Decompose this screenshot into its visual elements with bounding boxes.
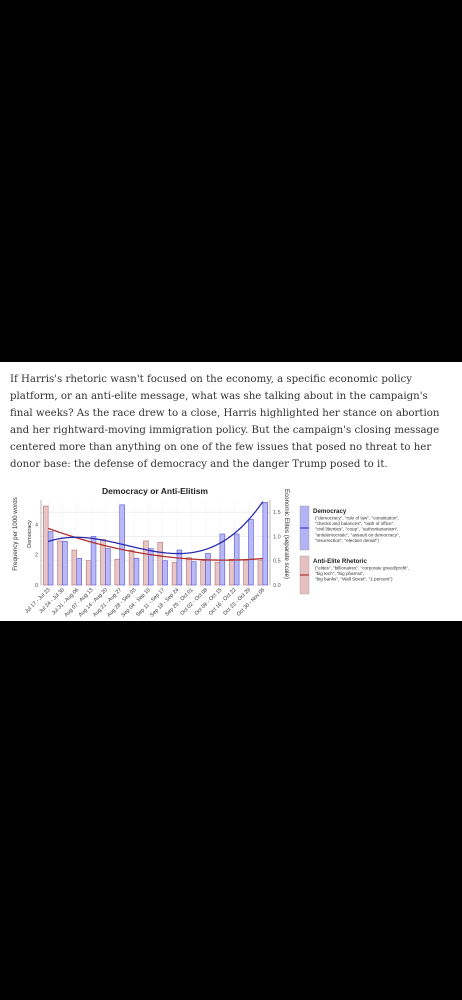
bar-democracy — [105, 548, 111, 586]
bar-democracy — [248, 519, 254, 586]
bar-anti-elite — [214, 561, 221, 586]
bar-democracy — [262, 502, 269, 586]
bar-anti-elite — [42, 505, 49, 586]
bar-anti-elite — [71, 549, 78, 586]
bar-anti-elite — [157, 542, 163, 586]
bar-democracy — [90, 536, 97, 586]
trend-line-democracy — [47, 501, 264, 555]
bar-democracy — [190, 561, 197, 586]
right-tick-label: 0.5 — [273, 559, 281, 565]
bar-democracy — [133, 557, 140, 586]
bar-democracy — [148, 548, 154, 586]
legend-text-line: ("democracy", "rule of law", "constituti… — [315, 516, 399, 521]
bar-anti-elite — [128, 549, 135, 586]
bar-anti-elite — [200, 560, 206, 586]
bar-democracy — [62, 540, 68, 586]
legend-text-line: "big banks", "Wall Street", "1 percent") — [315, 577, 393, 582]
left-tick-label: 4 — [35, 522, 38, 528]
chart-ylabel-right: Economic Elites (separate scale) — [283, 489, 290, 579]
bar-anti-elite — [114, 558, 121, 586]
legend-text-line: "antidemocratic", "assault on democracy"… — [315, 532, 400, 537]
article-panel: If Harris's rhetoric wasn't focused on t… — [0, 362, 462, 621]
article-paragraph: If Harris's rhetoric wasn't focused on t… — [10, 374, 440, 471]
chart-title: Democracy or Anti-Elitism — [102, 486, 208, 496]
chart-ylabel: Frequency per 1000 words — [12, 497, 19, 571]
bar-anti-elite — [243, 560, 249, 586]
bar-democracy — [76, 557, 82, 586]
legend-text-line: "insurrection", "election denial") — [315, 538, 379, 543]
bar-anti-elite — [100, 539, 106, 586]
legend-text-line: "checks and balances", "oath of office", — [315, 521, 394, 526]
bar-anti-elite — [143, 540, 149, 586]
bar-anti-elite — [257, 560, 264, 586]
bar-anti-elite — [171, 561, 178, 586]
legend-text-line: ("elites", "billionaires", "corporate gr… — [315, 566, 409, 571]
right-tick-label: 0.0 — [273, 583, 281, 589]
bar-democracy — [176, 549, 183, 586]
bar-democracy — [47, 531, 54, 586]
left-tick-label: 2 — [35, 553, 38, 559]
trend-line-anti-elite — [47, 527, 263, 561]
legend-title: Democracy — [313, 508, 347, 515]
right-tick-label: 1.0 — [273, 534, 281, 540]
bar-anti-elite — [85, 560, 92, 586]
bar-democracy — [162, 560, 168, 586]
bar-democracy — [205, 553, 211, 586]
bar-anti-elite — [229, 558, 235, 586]
chart-ylabel-inner: Democracy — [27, 520, 33, 548]
right-tick-label: 1.5 — [273, 510, 281, 516]
chart-legend: Democracy("democracy", "rule of law", "c… — [299, 505, 409, 595]
legend-title: Anti-Elite Rhetoric — [313, 558, 368, 565]
bar-anti-elite — [57, 540, 63, 586]
legend-text-line: "big tech", "big pharma", — [315, 571, 364, 576]
legend-text-line: "civil liberties", "coup", "authoritaria… — [315, 527, 399, 532]
left-tick-label: 0 — [35, 583, 38, 589]
bar-anti-elite — [186, 557, 192, 586]
chart-trend-lines — [47, 501, 264, 561]
